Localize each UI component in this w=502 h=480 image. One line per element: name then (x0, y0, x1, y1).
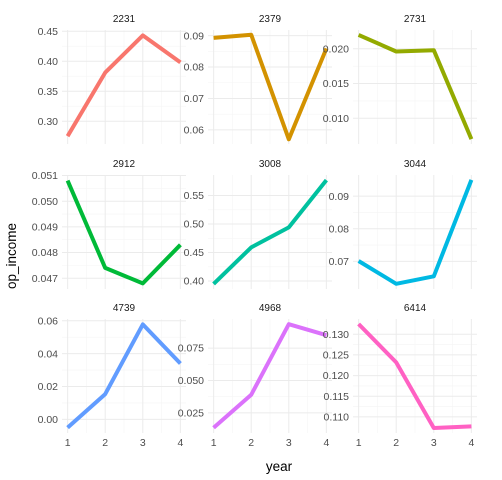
x-tick-label: 1 (211, 437, 217, 449)
panel-title: 2379 (259, 14, 282, 25)
y-tick-label: 0.40 (184, 276, 205, 288)
panel-title: 3008 (259, 159, 282, 170)
y-tick-label: 0.06 (184, 124, 205, 136)
panels: 0.300.350.400.4522310.060.070.080.092379… (32, 14, 477, 449)
y-tick-label: 0.45 (38, 26, 59, 38)
panel-2912: 0.047 0.048 0.049 0.050 0.051 2912 (32, 159, 186, 289)
y-tick-label: 0.08 (329, 223, 350, 235)
y-tick-label: 0.30 (38, 116, 59, 128)
y-tick-label: 0.010 (323, 113, 349, 125)
y-tick-label: 0.075 (178, 343, 204, 355)
panel-title: 2912 (113, 159, 136, 170)
x-tick-label: 4 (323, 437, 329, 449)
panel-title: 2731 (404, 14, 427, 25)
y-tick-label: 0.40 (38, 56, 59, 68)
y-tick-label: 0.07 (184, 93, 205, 105)
x-tick-label: 2 (248, 437, 254, 449)
panel-title: 3044 (404, 159, 427, 170)
panel-2731: 0.010 0.015 0.020 2731 (323, 14, 477, 144)
y-tick-label: 0.55 (184, 190, 205, 202)
panel-4968: 0.025 0.050 0.075 4968 1 2 3 4 (178, 303, 332, 449)
x-tick-label: 3 (431, 437, 437, 449)
y-tick-label: 0.049 (32, 221, 58, 233)
series-line-2731 (357, 33, 474, 140)
y-tick-label: 0.051 (32, 170, 58, 182)
y-tick-label: 0.050 (178, 375, 204, 387)
y-tick-label: 0.110 (324, 411, 350, 423)
x-tick-label: 4 (468, 437, 474, 449)
y-tick-label: 0.04 (38, 348, 59, 360)
y-tick-label: 0.047 (32, 273, 58, 285)
panel-6414: 0.110 0.115 0.120 0.125 0.130 6414 1 2 3 4 (323, 303, 477, 449)
series-line-2231 (65, 33, 182, 138)
x-tick-label: 4 (177, 437, 183, 449)
y-tick-label: 0.35 (38, 86, 59, 98)
panel-3008: 0.40 0.45 0.50 0.55 3008 (184, 159, 332, 289)
panel-title: 2231 (113, 14, 136, 25)
y-tick-label: 0.015 (323, 78, 349, 90)
y-tick-label: 0.09 (329, 191, 350, 203)
y-tick-label: 0.50 (184, 219, 205, 231)
panel-2231: 0.30 0.35 0.40 0.45 2231 (38, 14, 186, 144)
y-tick-label: 0.020 (323, 43, 349, 55)
series-line-2379 (213, 32, 329, 142)
y-tick-label: 0.02 (38, 381, 59, 393)
y-tick-label: 0.125 (323, 350, 349, 362)
panel-3044: 0.07 0.08 0.09 3044 (329, 159, 477, 289)
panel-4739: 0.00 0.02 0.04 0.06 4739 1 2 3 4 (38, 303, 186, 449)
series-line-6414 (357, 322, 472, 430)
y-tick-label: 0.06 (38, 315, 59, 327)
x-tick-label: 1 (65, 437, 71, 449)
series-line-4739 (66, 322, 182, 430)
x-axis-title: year (266, 459, 293, 474)
y-tick-label: 0.025 (178, 408, 204, 420)
y-tick-label: 0.050 (32, 196, 58, 208)
y-tick-label: 0.130 (323, 329, 349, 341)
y-tick-label: 0.120 (323, 370, 349, 382)
x-tick-label: 1 (356, 437, 362, 449)
x-tick-label: 2 (393, 437, 399, 449)
y-tick-label: 0.09 (184, 30, 205, 42)
x-tick-label: 3 (140, 437, 146, 449)
y-tick-label: 0.08 (184, 62, 205, 74)
series-line-3044 (357, 179, 474, 286)
panel-title: 4968 (259, 303, 282, 314)
y-tick-label: 0.07 (329, 256, 350, 268)
series-line-3008 (212, 178, 328, 286)
y-tick-label: 0.048 (32, 247, 58, 259)
series-line-4968 (212, 322, 327, 430)
y-tick-label: 0.45 (184, 247, 205, 259)
y-axis-title: op_income (4, 223, 19, 289)
panel-title: 4739 (113, 303, 136, 314)
y-tick-label: 0.115 (324, 391, 350, 403)
x-tick-label: 2 (102, 437, 108, 449)
panel-title: 6414 (404, 303, 427, 314)
panel-2379: 0.06 0.07 0.08 0.09 2379 (184, 14, 332, 144)
x-tick-label: 3 (286, 437, 292, 449)
y-tick-label: 0.00 (38, 414, 59, 426)
series-line-2912 (65, 179, 182, 286)
